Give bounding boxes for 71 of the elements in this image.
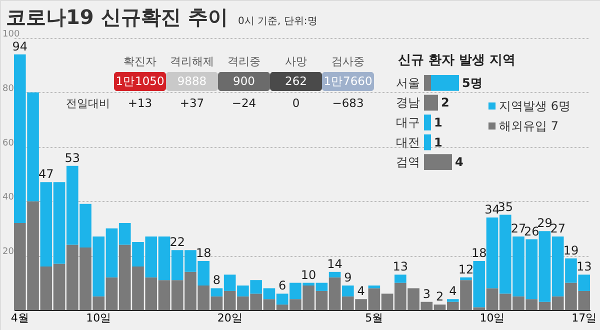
text: 262: [285, 74, 307, 88]
total-label: 4: [449, 284, 457, 298]
y-tick-label: 60: [2, 138, 14, 148]
chart-title: 신규 환자 발생 지역: [398, 53, 516, 68]
total-label: 5명: [462, 76, 482, 90]
total-label: 9: [344, 270, 352, 285]
total-label: 8: [212, 273, 221, 288]
text: +13: [128, 96, 152, 110]
total-label: 14: [327, 256, 342, 271]
total-label: 47: [38, 167, 54, 182]
total-label: 18: [471, 246, 487, 260]
data-label: 2: [441, 96, 450, 110]
total-label: 27: [550, 222, 566, 236]
total-label: 94: [12, 39, 28, 54]
total-label: 34: [484, 202, 500, 217]
bar: [424, 154, 452, 170]
bar: [424, 134, 431, 150]
y-tick-label: 대전: [396, 135, 420, 150]
total-label: 18: [196, 246, 212, 260]
total-label: 35: [498, 200, 514, 214]
category-label: 확진자: [124, 55, 156, 68]
category-label: 검사중: [332, 55, 364, 68]
data-label: 1: [434, 116, 442, 130]
text: +37: [180, 96, 204, 110]
y-tick-label: 대구: [396, 116, 420, 130]
total-label: 10: [300, 268, 316, 282]
total-label: 22: [170, 235, 185, 250]
total-label: 12: [458, 262, 474, 276]
x-tick-label: 17일: [572, 312, 597, 324]
total-label: 53: [64, 150, 80, 165]
total-label: 4: [357, 284, 365, 298]
bar: [424, 94, 438, 111]
x-tick-label: 4월: [10, 312, 29, 324]
total-label: 6: [278, 278, 286, 293]
total-label: 13: [576, 260, 592, 274]
total-label: 3: [422, 286, 430, 301]
y-tick-label: 80: [2, 84, 14, 94]
text: −24: [232, 96, 256, 110]
category-label: 전일대비: [66, 97, 110, 110]
x-tick-label: 10일: [480, 312, 505, 324]
data-label: 4: [455, 155, 464, 170]
chart-title: 코로나19 신규확진 추이: [6, 5, 228, 29]
total-label: 19: [563, 243, 579, 258]
category-label: 격리중: [228, 55, 260, 68]
data-label: 1: [434, 135, 442, 150]
text: 0: [292, 96, 300, 110]
bar: [431, 75, 459, 91]
y-tick-label: 20: [2, 247, 14, 258]
y-tick-label: 100: [2, 30, 20, 40]
bar: [424, 114, 431, 130]
text: −683: [332, 96, 364, 110]
legend-label: 해외유입 7: [499, 119, 558, 133]
y-tick-label: 서울: [396, 76, 420, 90]
total-label: 13: [392, 260, 408, 274]
text: 1만7660: [324, 74, 372, 88]
total-label: 26: [524, 224, 540, 238]
y-tick-label: 경남: [396, 96, 420, 110]
text: 1만1050: [116, 74, 164, 88]
chart-subtitle: 0시 기준, 단위:명: [238, 16, 318, 27]
x-tick-label: 20일: [217, 312, 242, 324]
x-tick-label: 10일: [86, 312, 112, 324]
legend-label: 지역발생 6명: [499, 99, 570, 113]
bar: [424, 75, 431, 91]
y-tick-label: 검역: [396, 155, 420, 170]
total-label: 2: [436, 290, 444, 304]
y-tick-label: 40: [2, 192, 14, 203]
total-label: 29: [537, 216, 552, 230]
category-label: 사망: [285, 55, 307, 68]
x-tick-label: 5월: [365, 312, 384, 324]
text: 900: [233, 74, 255, 88]
category-label: 격리해제: [170, 55, 214, 68]
